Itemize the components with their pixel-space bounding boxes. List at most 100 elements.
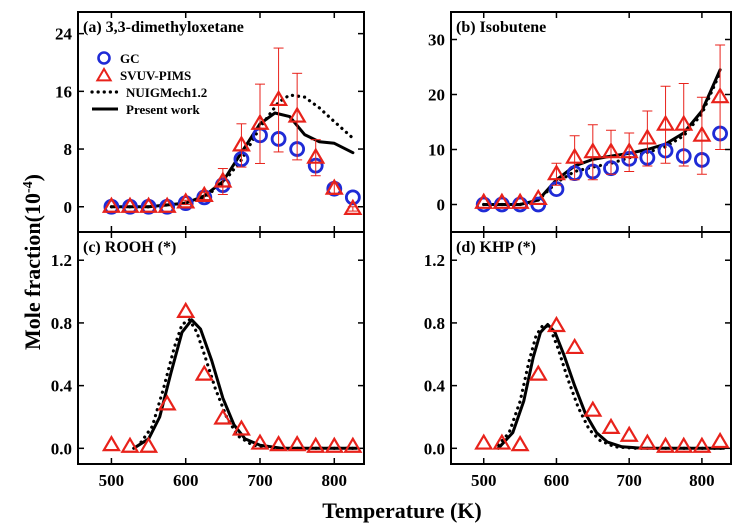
- svuv-marker: [269, 435, 289, 452]
- x-tick-label: 700: [247, 471, 273, 490]
- svuv-marker: [492, 433, 512, 450]
- y-tick-label: 0.0: [424, 439, 445, 458]
- x-tick-label: 800: [322, 471, 348, 490]
- svuv-marker: [269, 89, 289, 107]
- svuv-marker: [692, 125, 712, 142]
- svuv-marker: [546, 164, 566, 181]
- svuv-marker: [213, 408, 233, 425]
- y-tick-label: 0.8: [424, 314, 445, 333]
- svuv-marker: [287, 435, 307, 452]
- nuigmech-line: [496, 322, 726, 450]
- svuv-marker: [343, 198, 363, 215]
- nuigmech-line: [139, 318, 359, 450]
- svuv-marker: [656, 114, 676, 131]
- legend: GC SVUV-PIMS NUIGMech1.2 Present work: [90, 51, 207, 117]
- svuv-marker: [213, 171, 233, 188]
- svuv-marker: [510, 435, 530, 452]
- svuv-marker: [656, 436, 676, 453]
- x-tick-label: 500: [99, 471, 125, 490]
- svuv-marker: [306, 436, 326, 453]
- x-tick-label: 500: [471, 471, 497, 490]
- svuv-marker: [692, 436, 712, 453]
- legend-label: Present work: [126, 102, 201, 117]
- panel-title: (a) 3,3-dimethyloxetane: [83, 19, 244, 36]
- svuv-marker: [250, 433, 270, 450]
- svuv-marker: [546, 315, 566, 333]
- svuv-marker: [194, 185, 214, 202]
- x-tick-label: 600: [544, 471, 570, 490]
- svuv-marker: [306, 147, 326, 164]
- svuv-marker: [637, 128, 657, 145]
- y-tick-label: 0: [64, 198, 73, 217]
- svuv-marker: [674, 114, 694, 131]
- present-work-line: [482, 68, 722, 206]
- svuv-marker: [710, 431, 730, 449]
- x-tick-label: 600: [173, 471, 199, 490]
- legend-label: GC: [120, 51, 140, 66]
- curves: [482, 68, 722, 207]
- svuv-marker: [619, 142, 639, 159]
- y-tick-label: 0.0: [51, 439, 72, 458]
- panel-frame: [77, 231, 365, 465]
- legend-label: NUIGMech1.2: [126, 85, 207, 100]
- svuv-marker: [194, 364, 214, 381]
- panel-b: 0 10 20 30 (b) Isobutene: [428, 11, 732, 233]
- svuv-marker: [528, 188, 548, 206]
- svuv-marker: [492, 192, 512, 209]
- svuv-marker: [324, 178, 344, 195]
- svuv-marker: [231, 419, 251, 436]
- panel-d: 500 600 700 800 0.0 0.4 0.8 1.2 (d) KHP (*): [424, 231, 732, 490]
- y-tick-label: 8: [64, 140, 73, 159]
- legend-gc-icon: [97, 51, 111, 65]
- svuv-marker: [510, 192, 530, 209]
- svuv-marker: [139, 196, 159, 213]
- panel-frame: [77, 11, 365, 233]
- legend-label: SVUV-PIMS: [120, 68, 191, 83]
- panel-frame: [450, 11, 732, 233]
- y-axis-title: Mole fraction(10-4): [20, 174, 45, 350]
- y-tick-label: 30: [428, 31, 445, 50]
- y-tick-label: 24: [55, 25, 73, 44]
- svuv-marker: [157, 196, 177, 213]
- svuv-marker: [583, 142, 603, 159]
- svuv-marker: [583, 400, 603, 417]
- y-tick-label: 20: [428, 86, 445, 105]
- y-tick-label: 0: [437, 196, 446, 215]
- svuv-marker: [139, 436, 159, 453]
- x-tick-label: 800: [689, 471, 715, 490]
- legend-svuv-icon: [95, 67, 113, 82]
- svuv-marker: [120, 196, 140, 213]
- svuv-marker: [601, 417, 621, 435]
- y-tick-label: 10: [428, 141, 445, 160]
- x-axis-title: Temperature (K): [322, 498, 481, 523]
- svuv-marker: [710, 87, 730, 104]
- svuv-marker: [528, 364, 548, 381]
- panel-title: (b) Isobutene: [456, 19, 546, 36]
- nuigmech-line: [482, 70, 722, 207]
- present-work-line: [496, 323, 726, 450]
- gc-marker: [344, 189, 361, 206]
- svuv-marker: [343, 436, 363, 453]
- svuv-marker: [637, 433, 657, 450]
- svuv-marker: [101, 435, 121, 452]
- svuv-marker: [619, 425, 639, 442]
- svuv-marker: [250, 113, 270, 130]
- panel-title: (c) ROOH (*): [83, 239, 176, 256]
- y-tick-label: 0.8: [51, 314, 72, 333]
- svuv-marker: [120, 436, 140, 453]
- y-tick-label: 16: [55, 82, 72, 101]
- panel-frame: [450, 231, 732, 465]
- panel-a: 0 8 16 24 (a) 3,3-dimethyloxetane GC SVUV-PIMS…: [55, 11, 365, 233]
- svuv-marker: [287, 106, 307, 123]
- svuv-marker: [474, 433, 494, 450]
- gc-marker: [177, 195, 194, 212]
- panel-c: 500 600 700 800 0.0 0.4 0.8 1.2 (c) ROOH (*): [51, 231, 365, 490]
- panel-title: (d) KHP (*): [456, 239, 536, 256]
- y-tick-label: 0.4: [424, 377, 446, 396]
- svuv-marker: [565, 337, 585, 355]
- svuv-marker: [176, 301, 196, 319]
- curves: [496, 322, 726, 450]
- svuv-marker: [601, 142, 621, 159]
